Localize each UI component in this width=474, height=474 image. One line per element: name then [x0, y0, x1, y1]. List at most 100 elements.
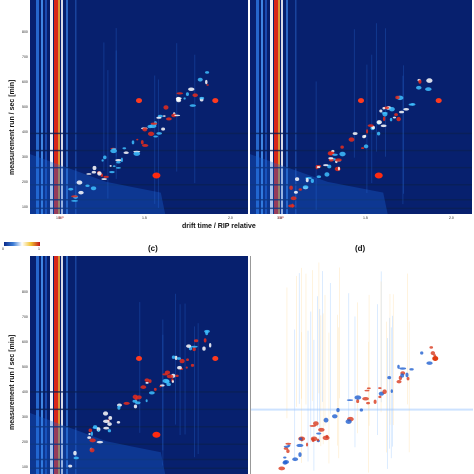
spot-51 — [361, 147, 365, 150]
spot-3 — [189, 104, 196, 107]
spot-56 — [295, 177, 300, 182]
spot-41 — [208, 343, 212, 348]
spot-19 — [179, 358, 185, 364]
rip-annotation-b: RIP — [278, 216, 284, 220]
diff-spot-28 — [390, 389, 393, 393]
h-band-2 — [30, 426, 248, 428]
spot-11 — [403, 108, 410, 111]
rip-streak-6 — [61, 256, 63, 474]
spot-13 — [339, 151, 346, 157]
diff-line-1 — [320, 315, 322, 447]
spot-61 — [426, 78, 433, 83]
faint-line-4 — [353, 29, 355, 158]
y-tick-c-3: 400 — [22, 390, 28, 394]
x-tick-a-0: 1.0 — [56, 216, 61, 220]
h-band-1 — [30, 149, 248, 152]
spot-41 — [395, 95, 400, 100]
heatmap-panel-a — [30, 0, 248, 214]
diff-line-20 — [305, 273, 307, 405]
spot-16 — [190, 363, 195, 367]
diff-spot-59 — [332, 414, 338, 419]
spot-64 — [111, 148, 117, 150]
diff-line-28 — [322, 271, 323, 402]
faint-line-0 — [157, 79, 159, 208]
rip-streak-0 — [36, 0, 39, 214]
rip-streak-5 — [58, 256, 60, 474]
y-tick-a-6: 700 — [22, 55, 28, 59]
diff-line-27 — [328, 332, 330, 464]
spot-44 — [171, 380, 174, 383]
diff-line-7 — [391, 315, 393, 447]
faint-line-1 — [197, 323, 199, 455]
diff-line-3 — [301, 267, 302, 399]
faint-line-2 — [371, 54, 373, 184]
spot-20 — [90, 186, 97, 191]
faint-line-7 — [139, 302, 141, 433]
spot-10 — [394, 113, 398, 117]
rip-streak-3 — [50, 0, 53, 214]
bright-spot-2 — [212, 98, 219, 104]
x-tick-b-1: 1.5 — [363, 216, 368, 220]
spot-55 — [112, 165, 116, 168]
spot-18 — [122, 147, 127, 150]
diff-spot-31 — [346, 399, 354, 402]
h-band-4 — [30, 458, 248, 461]
bright-spot-3 — [374, 172, 383, 179]
rip-streak-7 — [286, 0, 288, 214]
spot-54 — [381, 112, 388, 114]
diff-spot-22 — [354, 395, 362, 400]
spot-66 — [133, 404, 138, 409]
spot-39 — [418, 79, 422, 84]
diff-spot-29 — [313, 421, 319, 426]
spot-60 — [101, 159, 104, 162]
spot-61 — [175, 96, 181, 101]
spot-28 — [101, 178, 108, 181]
heatmap-panel-d — [250, 256, 473, 474]
diff-line-38 — [348, 293, 350, 425]
y-tick-a-5: 600 — [22, 80, 28, 84]
spot-25 — [103, 175, 109, 178]
spot-20 — [305, 178, 309, 183]
diff-line-30 — [386, 321, 387, 453]
rip-streak-0 — [256, 0, 259, 214]
bright-spot-1 — [136, 355, 142, 361]
faint-line-1 — [403, 65, 405, 194]
spot-57 — [186, 344, 192, 348]
spot-55 — [166, 382, 171, 387]
faint-line-3 — [103, 42, 105, 171]
spot-48 — [159, 385, 162, 388]
spot-5 — [123, 401, 130, 405]
y-tick-a-4: 500 — [22, 105, 28, 109]
spot-39 — [73, 450, 77, 456]
spot-56 — [110, 148, 117, 154]
h-band-1 — [30, 408, 248, 411]
diff-line-19 — [368, 294, 370, 426]
spot-27 — [145, 381, 149, 384]
spot-69 — [362, 134, 366, 139]
spot-7 — [102, 411, 109, 416]
diff-spot-40 — [298, 452, 302, 457]
spot-65 — [166, 374, 174, 379]
spot-11 — [171, 355, 176, 359]
diff-line-8 — [310, 311, 312, 443]
spot-60 — [323, 164, 329, 167]
diff-spot-58 — [382, 389, 387, 395]
spot-44 — [68, 187, 74, 191]
diff-line-9 — [324, 294, 326, 426]
x-axis-label: drift time / RIP relative — [182, 223, 256, 230]
faint-line-5 — [154, 75, 156, 204]
diff-spot-39 — [406, 376, 410, 381]
h-band-5 — [30, 207, 248, 210]
spot-69 — [142, 127, 148, 132]
spot-63 — [190, 345, 198, 348]
spot-51 — [163, 105, 169, 110]
glow-region — [30, 412, 166, 474]
rip-streak-8 — [75, 256, 77, 474]
y-tick-c-5: 600 — [22, 340, 28, 344]
spot-56 — [132, 394, 138, 400]
y-tick-c-4: 500 — [22, 365, 28, 369]
rip-streak-3 — [270, 0, 273, 214]
spot-50 — [150, 122, 158, 125]
spot-33 — [302, 185, 309, 189]
spot-57 — [365, 129, 369, 134]
